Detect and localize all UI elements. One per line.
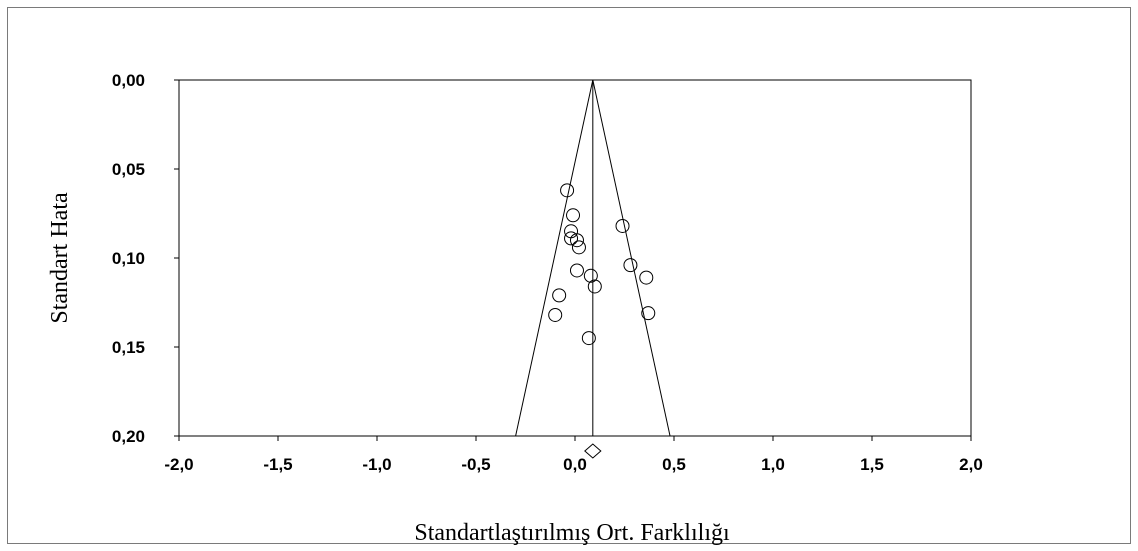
plot-area: 0,00 0,05 0,10 0,15 0,20 -2,0 -1,5 -1,0 -0,5 0,0 0… xyxy=(112,71,983,474)
y-tick-label: 0,15 xyxy=(112,338,145,357)
y-tick-label: 0,00 xyxy=(112,71,145,90)
study-point xyxy=(615,218,630,233)
study-point xyxy=(564,224,579,239)
y-axis-title: Standart Hata xyxy=(47,192,73,324)
x-tick-label: 0,0 xyxy=(563,455,587,474)
x-axis-title: Standartlaştırılmış Ort. Farklılığı xyxy=(414,520,730,546)
funnel-left-line xyxy=(515,79,594,437)
study-point xyxy=(548,307,563,322)
study-point xyxy=(564,231,579,246)
study-point xyxy=(552,288,567,303)
x-tick-label: -1,5 xyxy=(263,455,292,474)
study-point xyxy=(569,263,584,278)
x-tick-label: 1,0 xyxy=(761,455,785,474)
y-tick-label: 0,05 xyxy=(112,160,145,179)
plot-border xyxy=(178,79,972,437)
study-point xyxy=(566,208,581,223)
y-tick-label: 0,10 xyxy=(112,249,145,268)
x-tick-label: 2,0 xyxy=(959,455,983,474)
x-tick-label: -0,5 xyxy=(461,455,490,474)
study-point xyxy=(587,279,602,294)
x-tick-label: 1,5 xyxy=(860,455,884,474)
summary-diamond xyxy=(584,443,602,459)
chart-frame xyxy=(7,7,1131,544)
x-tick-label: -2,0 xyxy=(164,455,193,474)
study-point xyxy=(583,268,598,283)
study-point xyxy=(623,258,638,273)
study-point xyxy=(639,270,654,285)
x-tick-label: 0,5 xyxy=(662,455,686,474)
study-point xyxy=(569,233,584,248)
funnel-right-line xyxy=(592,79,671,437)
study-point xyxy=(560,183,575,198)
study-point xyxy=(641,306,656,321)
x-tick-label: -1,0 xyxy=(362,455,391,474)
study-point xyxy=(571,240,586,255)
study-point xyxy=(581,331,596,346)
y-tick-label: 0,20 xyxy=(112,427,145,446)
